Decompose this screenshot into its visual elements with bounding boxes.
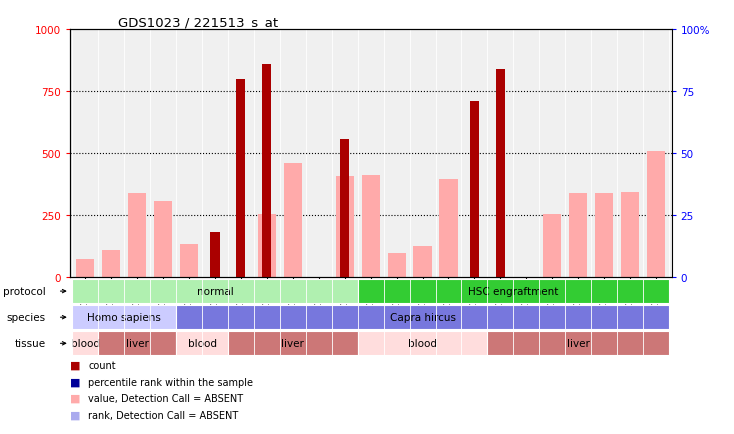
Bar	[335, 176, 354, 278]
Text: ■: ■	[70, 410, 80, 420]
Bar	[176, 306, 669, 329]
Bar	[73, 332, 98, 355]
Text: protocol: protocol	[3, 286, 46, 296]
Text: blood: blood	[408, 339, 437, 349]
Bar	[102, 250, 120, 278]
Bar	[228, 332, 357, 355]
Text: Homo sapiens: Homo sapiens	[87, 312, 161, 322]
Text: normal: normal	[197, 286, 233, 296]
Bar	[180, 244, 198, 278]
Text: ■: ■	[70, 377, 80, 387]
Bar	[595, 194, 613, 278]
Text: tissue: tissue	[15, 339, 46, 349]
Bar	[470, 102, 479, 278]
Text: liver: liver	[126, 339, 148, 349]
Text: rank, Detection Call = ABSENT: rank, Detection Call = ABSENT	[88, 410, 239, 420]
Bar	[569, 194, 587, 278]
Bar	[284, 164, 302, 278]
Bar	[487, 332, 669, 355]
Bar	[340, 139, 349, 278]
Bar	[496, 70, 505, 278]
Bar	[388, 253, 406, 278]
Bar	[647, 151, 665, 278]
Text: blood: blood	[188, 339, 217, 349]
Bar	[154, 201, 172, 278]
Text: ■: ■	[70, 393, 80, 403]
Text: Capra hircus: Capra hircus	[390, 312, 456, 322]
Bar	[73, 306, 176, 329]
Bar	[211, 232, 219, 278]
Bar	[543, 215, 562, 278]
Bar	[73, 279, 357, 303]
Text: HSC engraftment: HSC engraftment	[468, 286, 559, 296]
Text: blood: blood	[70, 339, 100, 349]
Text: liver: liver	[281, 339, 305, 349]
Bar	[128, 194, 146, 278]
Bar	[357, 279, 669, 303]
Bar	[413, 247, 432, 278]
Text: percentile rank within the sample: percentile rank within the sample	[88, 377, 253, 387]
Bar	[98, 332, 176, 355]
Bar	[357, 332, 487, 355]
Text: liver: liver	[567, 339, 589, 349]
Bar	[236, 80, 245, 278]
Text: ■: ■	[70, 360, 80, 370]
Text: GDS1023 / 221513_s_at: GDS1023 / 221513_s_at	[118, 16, 278, 29]
Bar	[176, 332, 228, 355]
Bar	[258, 215, 276, 278]
Bar	[621, 192, 639, 278]
Bar	[362, 175, 379, 278]
Text: species: species	[7, 312, 46, 322]
Text: value, Detection Call = ABSENT: value, Detection Call = ABSENT	[88, 393, 243, 403]
Bar	[262, 65, 272, 278]
Bar	[76, 259, 95, 278]
Text: count: count	[88, 360, 116, 370]
Bar	[440, 180, 457, 278]
